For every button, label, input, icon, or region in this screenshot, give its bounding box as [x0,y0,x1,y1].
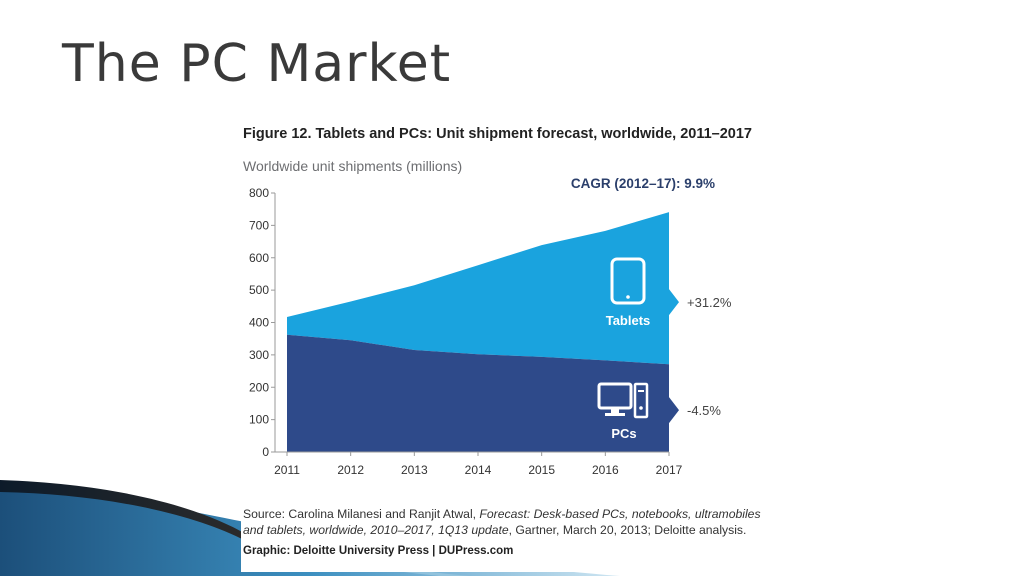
series-area-tablets [287,212,669,365]
y-tick-label-700: 700 [249,218,269,232]
monitor-stand [611,408,619,413]
y-tick-label-500: 500 [249,283,269,297]
pc-tower-power [639,406,643,410]
y-tick-label-300: 300 [249,348,269,362]
x-tick-label-2011: 2011 [274,463,300,477]
graphic-credit: Graphic: Deloitte University Press | DUP… [243,545,514,557]
source-title: Forecast: Desk-based PCs, notebooks, ult… [243,507,761,537]
y-tick-label-400: 400 [249,316,269,330]
cagr-label: CAGR (2012–17): 9.9% [571,176,715,191]
pcs-change-label: -4.5% [687,403,721,418]
slide-title: The PC Market [62,34,452,94]
figure-title: Figure 12. Tablets and PCs: Unit shipmen… [243,126,753,142]
y-tick-label-600: 600 [249,251,269,265]
x-tick-label-2017: 2017 [656,463,683,477]
pcs-pointer [669,397,679,424]
source-suffix: , Gartner, March 20, 2013; Deloitte anal… [508,523,747,537]
tablet-home-button [626,295,630,299]
y-tick-label-200: 200 [249,380,269,394]
series-label-pcs: PCs [611,426,636,441]
x-tick-label-2015: 2015 [528,463,555,477]
pc-tower [633,382,649,419]
tablets-change-label: +31.2% [687,295,732,310]
y-tick-label-0: 0 [262,445,269,459]
x-tick-label-2012: 2012 [337,463,364,477]
y-axis-caption: Worldwide unit shipments (millions) [243,158,463,174]
y-tick-label-800: 800 [249,186,269,200]
source-note: Source: Carolina Milanesi and Ranjit Atw… [243,506,783,538]
monitor-base [605,413,625,416]
x-tick-label-2013: 2013 [401,463,428,477]
area-chart: 0 100 200 300 400 500 600 700 800 2011 2012 2013 201… [249,176,732,477]
series-label-tablets: Tablets [606,313,651,328]
x-tick-label-2014: 2014 [465,463,492,477]
tablet-icon [610,257,646,305]
source-prefix: Source: Carolina Milanesi and Ranjit Atw… [243,507,480,521]
series-area-pcs [287,334,669,452]
x-tick-label-2016: 2016 [592,463,619,477]
y-tick-label-100: 100 [249,413,269,427]
figure-panel: Figure 12. Tablets and PCs: Unit shipmen… [241,120,786,572]
tablets-pointer [669,289,679,316]
